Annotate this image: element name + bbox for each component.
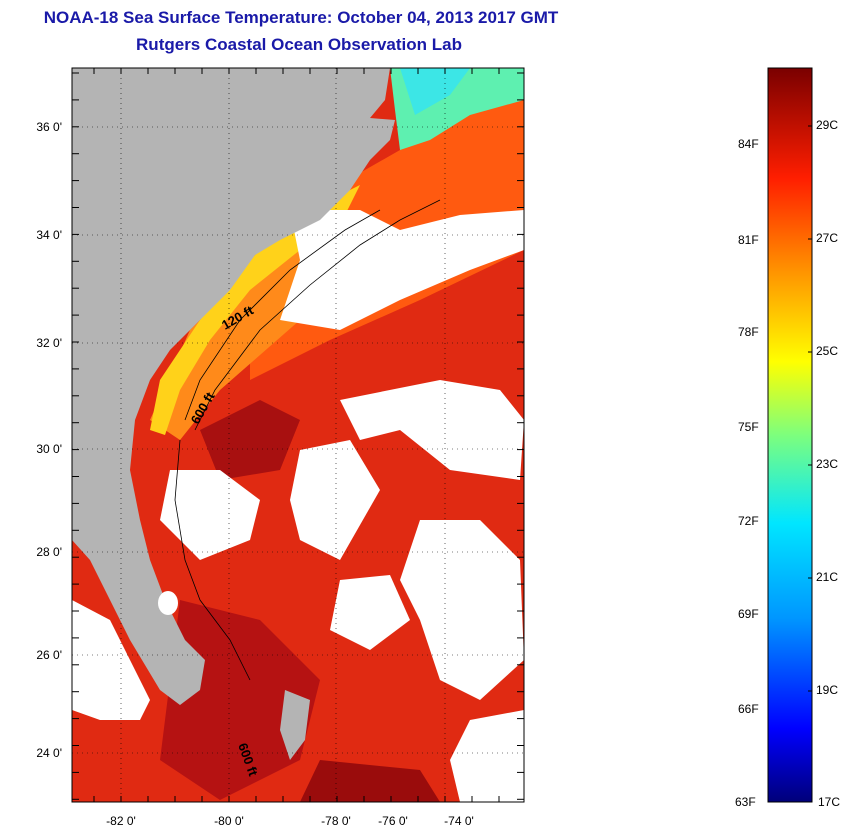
sst-field <box>72 68 524 802</box>
axis-ticks <box>72 68 524 802</box>
colorbar-c-label: 23C <box>816 457 839 471</box>
lat-label: 30 0' <box>36 442 62 456</box>
colorbar-f-label: 81F <box>738 233 759 247</box>
colorbar-c-label: 21C <box>816 570 839 584</box>
lon-label: -74 0' <box>444 814 474 828</box>
lon-label: -76 0' <box>378 814 408 828</box>
colorbar-c-label: 27C <box>816 231 839 245</box>
lat-label: 28 0' <box>36 545 62 559</box>
colorbar-f-label: 78F <box>738 325 759 339</box>
map-frame <box>71 67 525 803</box>
colorbar-f-label: 75F <box>738 420 759 434</box>
colorbar-f-label: 69F <box>738 607 759 621</box>
colorbar-c-label: 19C <box>816 683 839 697</box>
page-title: NOAA-18 Sea Surface Temperature: October… <box>43 8 559 27</box>
graticule <box>72 68 524 802</box>
colorbar-f-label: 72F <box>738 514 759 528</box>
colorbar-c-label: 17C <box>818 795 841 809</box>
lat-label: 24 0' <box>36 746 62 760</box>
colorbar-f-label: 63F <box>735 795 756 809</box>
lat-label: 32 0' <box>36 336 62 350</box>
colorbar-c-label: 29C <box>816 118 839 132</box>
lon-label: -82 0' <box>106 814 136 828</box>
colorbar-ticks <box>808 125 812 692</box>
lon-label: -80 0' <box>214 814 244 828</box>
colorbar-c-label: 25C <box>816 344 839 358</box>
colorbar-f-label: 66F <box>738 702 759 716</box>
lat-label: 26 0' <box>36 648 62 662</box>
colorbar <box>767 67 813 803</box>
colorbar-f-label: 84F <box>738 137 759 151</box>
lat-label: 34 0' <box>36 228 62 242</box>
lon-label: -78 0' <box>321 814 351 828</box>
page-subtitle: Rutgers Coastal Ocean Observation Lab <box>136 35 462 54</box>
lat-label: 36 0' <box>36 120 62 134</box>
